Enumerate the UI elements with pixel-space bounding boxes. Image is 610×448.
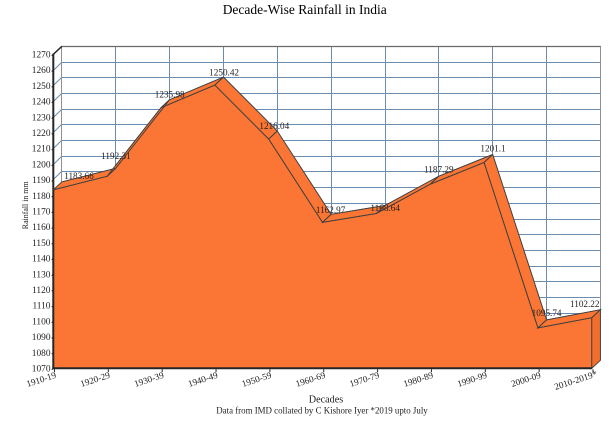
svg-text:Decade-Wise Rainfall in India: Decade-Wise Rainfall in India bbox=[223, 2, 387, 17]
svg-text:1216.04: 1216.04 bbox=[259, 121, 289, 131]
svg-text:1260: 1260 bbox=[32, 66, 51, 76]
svg-text:1220: 1220 bbox=[32, 129, 51, 139]
svg-text:1201.1: 1201.1 bbox=[480, 144, 506, 154]
svg-text:1235.98: 1235.98 bbox=[155, 89, 185, 99]
svg-text:1150: 1150 bbox=[32, 239, 51, 249]
svg-text:1080: 1080 bbox=[32, 349, 51, 359]
svg-text:Decades: Decades bbox=[309, 394, 344, 405]
svg-text:1250.42: 1250.42 bbox=[209, 68, 239, 78]
svg-text:1110: 1110 bbox=[32, 302, 50, 312]
svg-text:1250: 1250 bbox=[32, 82, 51, 92]
svg-text:1183.66: 1183.66 bbox=[64, 171, 94, 181]
svg-text:1240: 1240 bbox=[32, 98, 51, 108]
svg-text:Rainfall in mm: Rainfall in mm bbox=[21, 181, 30, 230]
svg-text:1180: 1180 bbox=[32, 192, 51, 202]
svg-text:1192.31: 1192.31 bbox=[101, 151, 131, 161]
svg-text:1100: 1100 bbox=[32, 317, 51, 327]
svg-text:1190: 1190 bbox=[32, 176, 51, 186]
svg-text:1170: 1170 bbox=[32, 208, 51, 218]
svg-text:1095.74: 1095.74 bbox=[532, 308, 562, 318]
svg-text:1210: 1210 bbox=[32, 145, 51, 155]
svg-text:1160: 1160 bbox=[32, 223, 51, 233]
svg-text:1187.29: 1187.29 bbox=[424, 165, 454, 175]
svg-text:1120: 1120 bbox=[32, 286, 51, 296]
svg-text:1230: 1230 bbox=[32, 113, 51, 123]
svg-text:1090: 1090 bbox=[32, 333, 51, 343]
svg-text:1162.97: 1162.97 bbox=[316, 205, 346, 215]
svg-text:Data from IMD collated by C Ki: Data from IMD collated by C Kishore Iyer… bbox=[216, 405, 428, 415]
svg-text:1102.22: 1102.22 bbox=[570, 299, 600, 309]
svg-text:1168.64: 1168.64 bbox=[370, 203, 400, 213]
svg-text:1130: 1130 bbox=[32, 270, 51, 280]
svg-text:1140: 1140 bbox=[32, 255, 51, 265]
svg-text:1070: 1070 bbox=[32, 365, 51, 375]
svg-text:1270: 1270 bbox=[32, 51, 51, 61]
svg-text:1200: 1200 bbox=[32, 160, 51, 170]
